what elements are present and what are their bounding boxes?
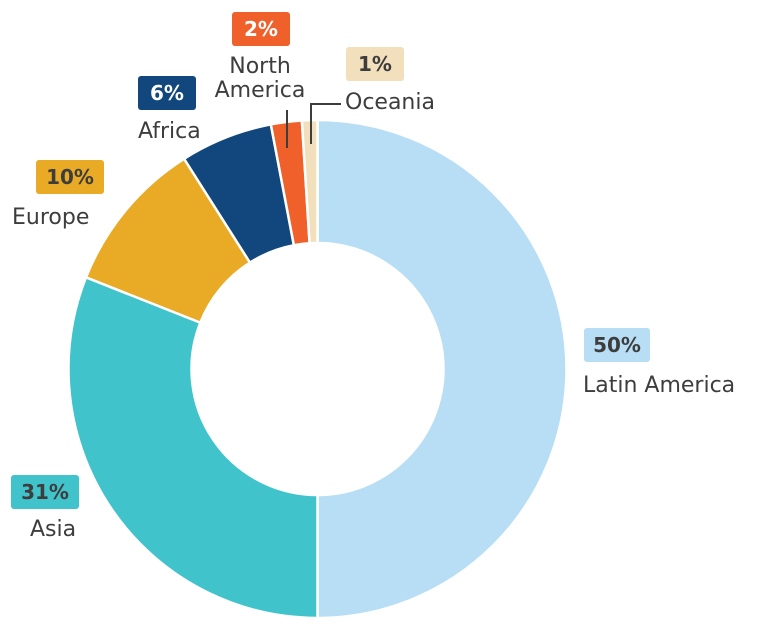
europe-label: Europe xyxy=(12,205,90,230)
north-america-label-line2: America xyxy=(214,78,306,103)
slice-latin-america xyxy=(316,118,568,620)
north-america-label-line1: North xyxy=(229,54,291,79)
oceania-label: Oceania xyxy=(345,90,435,115)
africa-label: Africa xyxy=(138,119,201,144)
asia-label: Asia xyxy=(30,517,77,542)
donut-slices xyxy=(67,118,568,620)
latin-america-label: Latin America xyxy=(583,373,736,398)
asia-pct-badge: 31% xyxy=(11,475,79,509)
slice-oceania xyxy=(300,118,319,245)
africa-pct-badge: 6% xyxy=(138,76,196,110)
europe-pct-badge: 10% xyxy=(36,160,104,194)
north-america-pct-badge: 2% xyxy=(232,12,290,46)
oceania-leader-line xyxy=(310,103,341,144)
latin-america-pct-badge: 50% xyxy=(584,328,650,362)
oceania-pct-badge: 1% xyxy=(346,47,404,81)
slice-asia xyxy=(67,275,319,620)
